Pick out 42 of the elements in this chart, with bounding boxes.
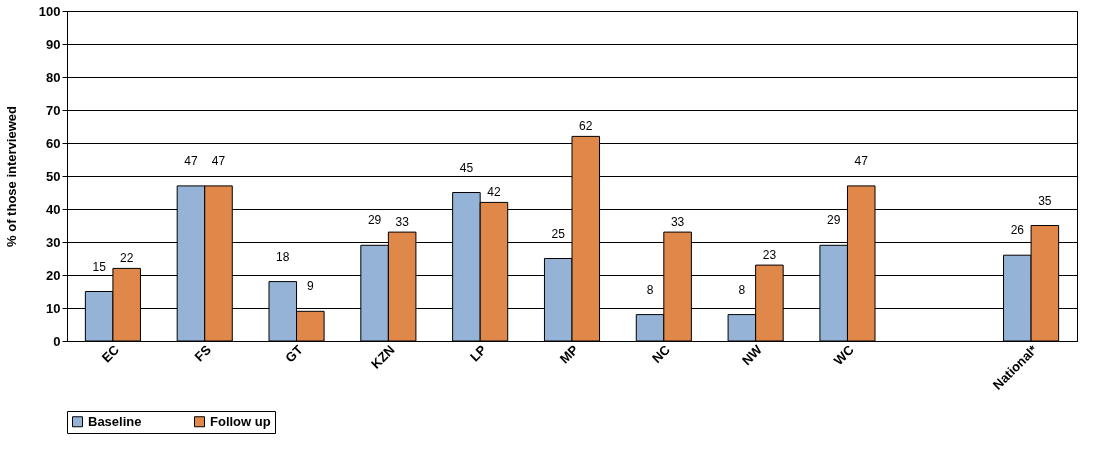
data-label: 9 [306,279,314,294]
data-label: 25 [551,226,566,241]
x-tick-label: LP [467,341,490,365]
data-label: 29 [827,213,841,228]
data-label: 23 [762,248,777,263]
data-label: 33 [395,215,410,230]
data-label: 47 [854,153,869,168]
y-tick-label: 50 [46,168,61,184]
data-label: 42 [487,185,501,200]
x-tick-label: NW [738,341,766,369]
x-tick-label: MP [556,341,582,367]
y-tick-label: 0 [53,333,61,349]
data-label: 47 [211,153,226,168]
y-tick-label: 100 [38,3,61,19]
y-tick-label: 70 [46,102,61,118]
legend-label: Follow up [210,413,271,429]
y-tick-label: 20 [46,267,61,283]
data-label: 8 [738,282,746,297]
data-label: 8 [646,282,654,297]
x-tick-label: GT [282,342,306,366]
y-tick-label: 30 [46,234,61,250]
x-tick-label: NC [649,341,674,366]
data-label: 15 [92,259,107,274]
data-label: 45 [459,160,474,175]
data-label: 47 [184,153,198,168]
x-tick-label: FS [191,341,215,365]
y-tick-label: 10 [46,300,61,316]
data-label: 35 [1038,193,1052,208]
y-tick-label: 80 [46,69,61,85]
data-label: 33 [670,215,685,230]
y-tick-label: 40 [46,201,61,217]
data-label: 29 [367,213,382,228]
data-label: 26 [1010,223,1025,238]
y-tick-label: 60 [46,135,61,151]
data-label: 22 [120,251,134,266]
data-label: 18 [276,249,290,264]
x-tick-label: EC [98,341,123,366]
x-tick-label: WC [830,341,858,369]
data-label: 62 [579,119,593,134]
y-axis-title: % of those interviewed [3,106,19,247]
legend-label: Baseline [88,413,142,429]
y-tick-label: 90 [46,36,61,52]
